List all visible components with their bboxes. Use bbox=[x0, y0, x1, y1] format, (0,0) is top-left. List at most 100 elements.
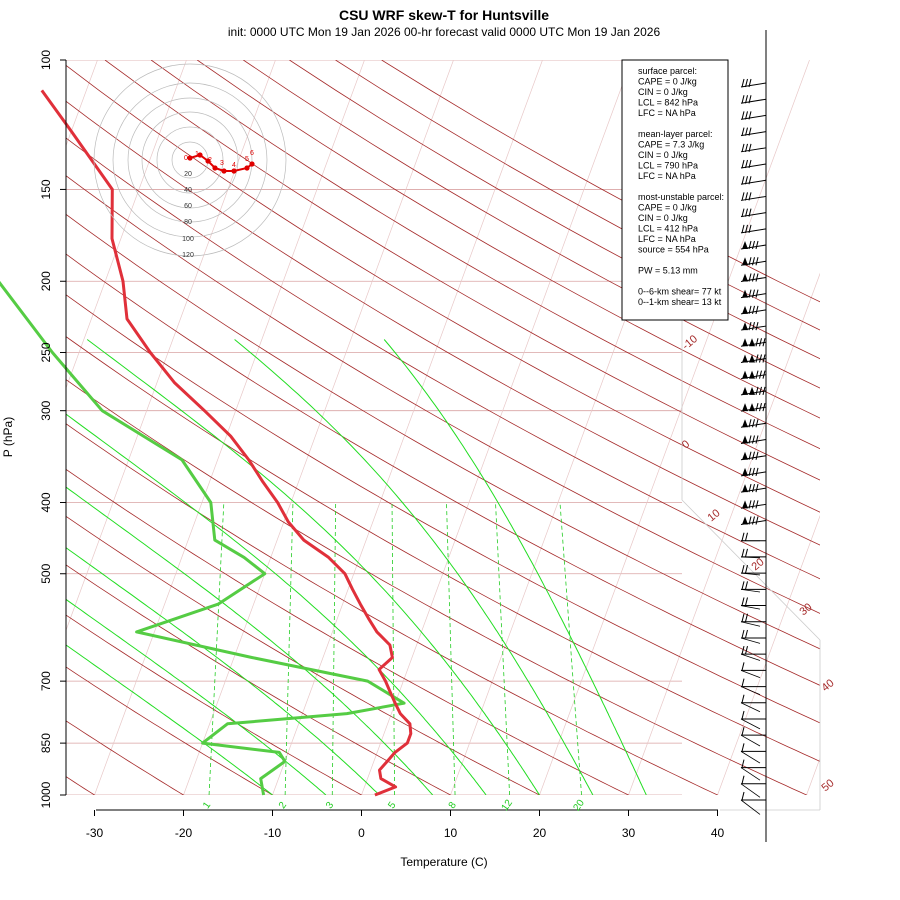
wind-barb-feather bbox=[748, 78, 752, 88]
dry-adiabat bbox=[104, 60, 820, 481]
hodograph-point-label: 4 bbox=[232, 162, 236, 169]
wind-barb-feather bbox=[745, 629, 748, 639]
wind-barb-feather bbox=[741, 597, 745, 606]
wind-barb bbox=[740, 95, 767, 104]
info-line: mean-layer parcel: bbox=[638, 129, 713, 139]
wind-barb-staff bbox=[740, 98, 767, 104]
info-line: surface parcel: bbox=[638, 66, 697, 76]
wind-barb-feather bbox=[745, 111, 748, 120]
wind-barb bbox=[740, 710, 766, 730]
moist-adiabat bbox=[66, 644, 273, 795]
wind-barb-flag bbox=[742, 419, 748, 428]
wind-barb bbox=[740, 548, 766, 559]
wind-barb-feather bbox=[748, 305, 752, 314]
wind-barb bbox=[740, 743, 766, 764]
wind-barb-feather bbox=[748, 111, 752, 120]
info-line: LFC = NA hPa bbox=[638, 108, 696, 118]
wind-barb-staff bbox=[740, 556, 761, 559]
wind-barb-flag bbox=[749, 354, 755, 363]
info-line: CIN = 0 J/kg bbox=[638, 150, 688, 160]
info-line: CAPE = 0 J/kg bbox=[638, 203, 697, 213]
wind-barb-staff bbox=[740, 653, 761, 661]
wind-barb bbox=[740, 78, 767, 88]
wind-barb bbox=[740, 305, 767, 315]
hodograph-ring bbox=[127, 97, 253, 223]
dry-adiabat bbox=[66, 253, 820, 686]
wind-barb-flag bbox=[742, 435, 748, 444]
dry-adiabat bbox=[66, 336, 820, 762]
wind-barb bbox=[740, 500, 767, 509]
wind-barb-feather bbox=[745, 565, 748, 574]
wind-barb-feather bbox=[748, 224, 752, 233]
wind-barb-feather bbox=[745, 532, 748, 541]
wind-barb-feather bbox=[755, 516, 759, 525]
y-tick-label: 850 bbox=[39, 733, 53, 753]
wind-barb-flag bbox=[742, 338, 748, 347]
wind-barb-feather bbox=[745, 143, 748, 152]
wind-barb-feather bbox=[741, 532, 745, 541]
moist-adiabat bbox=[66, 486, 434, 795]
wind-barb bbox=[740, 516, 767, 526]
wind-barb-feather bbox=[762, 354, 766, 363]
hodograph-point-label: 0 bbox=[184, 155, 188, 162]
hodograph-ring-label: 20 bbox=[184, 171, 192, 178]
wind-barb-feather bbox=[748, 435, 752, 444]
wind-barb-feather bbox=[748, 451, 752, 460]
wind-barb-feather bbox=[745, 127, 748, 136]
wind-barb-staff bbox=[740, 751, 761, 764]
info-line: PW = 5.13 mm bbox=[638, 266, 698, 276]
wind-barb-feather bbox=[745, 224, 748, 233]
wind-barb bbox=[740, 451, 767, 461]
hodograph-point bbox=[187, 155, 193, 161]
wind-barb bbox=[740, 581, 766, 593]
grid-lines bbox=[66, 60, 820, 795]
wind-barb bbox=[740, 402, 767, 412]
mixing-ratio-label: 12 bbox=[500, 797, 516, 813]
wind-barb-feather bbox=[741, 727, 745, 736]
wind-barb-feather bbox=[755, 321, 759, 331]
wind-barb-feather bbox=[745, 581, 748, 590]
wind-barb bbox=[741, 532, 766, 542]
moist-adiabat bbox=[66, 413, 487, 795]
wind-barb-staff bbox=[740, 702, 761, 713]
dry-adiabat bbox=[66, 468, 630, 795]
wind-barb-staff bbox=[740, 179, 767, 185]
wind-barb bbox=[740, 694, 766, 713]
info-line: 0--1-km shear= 13 kt bbox=[638, 297, 722, 307]
wind-barb-feather bbox=[741, 127, 745, 136]
wind-barb-feather bbox=[748, 192, 752, 201]
wind-barb-staff bbox=[740, 147, 767, 153]
dry-adiabat bbox=[66, 666, 274, 795]
wind-barb bbox=[740, 646, 766, 661]
wind-barb bbox=[740, 111, 767, 120]
info-line: source = 554 hPa bbox=[638, 245, 709, 255]
mixing-ratio-line bbox=[446, 502, 456, 795]
info-line: CIN = 0 J/kg bbox=[638, 213, 688, 223]
wind-barb bbox=[740, 775, 766, 798]
x-tick-label: 10 bbox=[444, 826, 458, 840]
wind-barb-feather bbox=[745, 208, 748, 217]
wind-barb bbox=[740, 289, 767, 299]
wind-barb-feather bbox=[741, 662, 745, 671]
hodograph-ring-label: 80 bbox=[184, 219, 192, 226]
mixing-ratio-label: 5 bbox=[386, 800, 398, 811]
info-line: LCL = 790 hPa bbox=[638, 161, 698, 171]
info-line: LCL = 842 hPa bbox=[638, 98, 698, 108]
wind-barb-feather bbox=[752, 419, 755, 428]
wind-barb-feather bbox=[752, 257, 755, 266]
wind-barb-feather bbox=[755, 467, 759, 477]
wind-barb bbox=[740, 613, 766, 627]
hodograph-ring-label: 60 bbox=[184, 203, 192, 210]
profiles bbox=[0, 89, 413, 797]
wind-barb-feather bbox=[752, 500, 755, 509]
y-tick-label: 150 bbox=[39, 179, 53, 199]
wind-barb-feather bbox=[741, 791, 745, 801]
hodograph-ring bbox=[141, 111, 239, 209]
wind-barb-feather bbox=[741, 629, 745, 639]
wind-barb-flag bbox=[749, 386, 755, 395]
wind-barb-feather bbox=[745, 597, 748, 606]
isotherm-line bbox=[183, 60, 454, 795]
mixing-ratio-label: 8 bbox=[447, 800, 459, 811]
wind-barb-feather bbox=[759, 386, 762, 396]
info-line: LFC = NA hPa bbox=[638, 171, 696, 181]
